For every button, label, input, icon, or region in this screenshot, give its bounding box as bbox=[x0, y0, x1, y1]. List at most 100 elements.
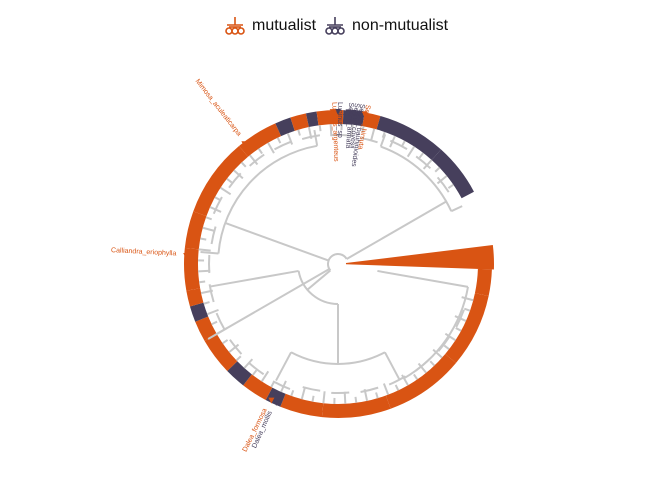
tree-branch bbox=[216, 327, 228, 335]
ring-segment bbox=[227, 361, 252, 386]
tree-branch bbox=[306, 269, 331, 291]
ring-segment bbox=[239, 123, 282, 157]
tip-marker bbox=[241, 141, 248, 148]
tree-branch bbox=[228, 172, 242, 189]
tip-marker bbox=[345, 109, 352, 116]
ring-segment bbox=[243, 374, 273, 400]
tip-marker bbox=[350, 109, 357, 116]
ring-segment bbox=[385, 353, 456, 409]
tree-branch bbox=[200, 237, 207, 241]
ring-segment bbox=[362, 112, 381, 130]
tree-branch bbox=[206, 308, 219, 316]
tree-branch bbox=[272, 380, 291, 391]
ring-segment bbox=[445, 293, 489, 363]
tip-label: Calliandra_eriophylla bbox=[111, 247, 177, 257]
tree-branch bbox=[377, 269, 469, 288]
tree-branch bbox=[286, 132, 294, 145]
tree-branch bbox=[329, 124, 333, 137]
tree-branch bbox=[257, 148, 263, 155]
tree-branch bbox=[300, 387, 306, 400]
tree-branch bbox=[275, 351, 292, 382]
tip-marker bbox=[329, 109, 336, 116]
tree-branch bbox=[211, 320, 218, 326]
tree-branch bbox=[401, 374, 409, 386]
tree-branch bbox=[382, 383, 390, 396]
tree-branch bbox=[327, 253, 348, 272]
ring-segment bbox=[345, 244, 495, 270]
tree-branch bbox=[207, 268, 330, 340]
tree-branch bbox=[389, 139, 408, 150]
legend-item-mutualist: mutualist bbox=[222, 15, 316, 37]
tree-branch bbox=[203, 301, 210, 305]
tree-branch bbox=[270, 381, 275, 388]
ring-segment bbox=[321, 395, 391, 418]
tree-branch bbox=[251, 369, 258, 376]
tip-markers bbox=[183, 109, 368, 406]
tree-branch bbox=[418, 152, 425, 159]
tree-branch bbox=[415, 155, 432, 170]
ring-segment bbox=[189, 302, 209, 322]
tip-marker bbox=[361, 111, 368, 118]
tree-branch bbox=[198, 248, 211, 252]
tree-branch bbox=[463, 307, 471, 312]
tree-branch bbox=[350, 124, 354, 137]
tree-branch bbox=[413, 373, 419, 380]
tree-branch bbox=[249, 153, 265, 167]
ring-segment bbox=[305, 111, 319, 128]
ring-segment bbox=[376, 115, 442, 160]
ring-segment bbox=[204, 334, 238, 371]
tree-branch bbox=[444, 332, 456, 342]
tree-branch bbox=[434, 166, 441, 173]
tree-branch bbox=[224, 222, 329, 262]
tree-branch bbox=[447, 183, 454, 189]
tree-branch bbox=[461, 296, 474, 302]
tree-branch bbox=[235, 355, 242, 362]
tree-branch bbox=[384, 351, 400, 380]
ring-segment bbox=[186, 288, 204, 307]
tree-branch bbox=[394, 384, 400, 391]
tree-branch bbox=[429, 360, 436, 367]
tree-branch bbox=[370, 128, 376, 141]
tip-label: Mimosa_aculeaticarpa bbox=[194, 78, 243, 138]
legend-key-mutualist-icon bbox=[225, 17, 245, 35]
ring-segment bbox=[195, 316, 217, 341]
tree-branch bbox=[301, 134, 321, 140]
tree-branch bbox=[199, 280, 206, 284]
tree-branch bbox=[436, 175, 448, 185]
ring-segment bbox=[431, 149, 474, 199]
tip-label: Senna_armata bbox=[344, 102, 354, 148]
tree-branch bbox=[432, 348, 443, 359]
tree-branch bbox=[215, 312, 226, 330]
tree-branches bbox=[198, 124, 474, 404]
tree-branch bbox=[297, 129, 301, 136]
tree-branch bbox=[406, 146, 416, 158]
tree-branch bbox=[437, 335, 451, 352]
tree-branch bbox=[210, 226, 217, 245]
ring-segment bbox=[316, 110, 344, 126]
tree-branch bbox=[455, 327, 462, 332]
tree-branch bbox=[403, 286, 469, 380]
legend-label-non-mutualist: non-mutualist bbox=[352, 17, 449, 34]
tree-branch bbox=[229, 339, 243, 355]
tree-branch bbox=[360, 136, 378, 144]
tip-label: Senna_covesii bbox=[348, 103, 360, 149]
ring-segment bbox=[184, 211, 207, 250]
tree-branch bbox=[360, 386, 379, 394]
tree-branch bbox=[313, 129, 319, 146]
tip-marker bbox=[183, 253, 190, 260]
tip-marker bbox=[356, 110, 363, 117]
ring-segment bbox=[183, 247, 201, 291]
tree-branch bbox=[212, 196, 223, 215]
tree-branch bbox=[290, 389, 295, 397]
legend-item-non-mutualist: non-mutualist bbox=[322, 15, 448, 37]
legend-label-mutualist: mutualist bbox=[252, 17, 317, 34]
tree-branch bbox=[217, 144, 318, 254]
tree-branch bbox=[240, 161, 247, 168]
tip-marker bbox=[335, 109, 341, 115]
tree-branch bbox=[274, 140, 292, 151]
tree-branch bbox=[209, 269, 299, 288]
ring-segment bbox=[193, 146, 249, 217]
tree-branch bbox=[202, 226, 215, 232]
tree-branch bbox=[436, 176, 450, 193]
